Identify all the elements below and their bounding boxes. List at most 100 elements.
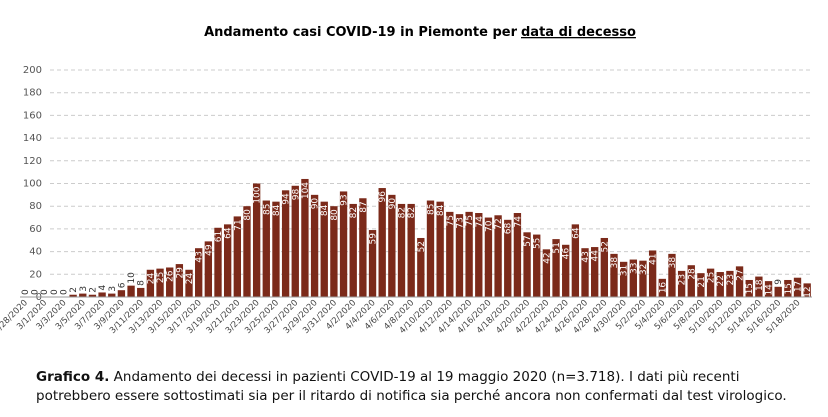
y-tick-label: 200 bbox=[23, 65, 42, 76]
bar bbox=[233, 216, 241, 297]
data-label: 55 bbox=[533, 238, 543, 249]
data-label: 12 bbox=[803, 286, 813, 297]
data-label: 2 bbox=[69, 287, 79, 293]
bar bbox=[79, 293, 87, 297]
data-label: 10 bbox=[127, 272, 137, 284]
bar bbox=[320, 201, 328, 297]
data-label: 71 bbox=[233, 219, 243, 230]
y-tick-label: 60 bbox=[29, 224, 42, 235]
y-tick-label: 80 bbox=[29, 201, 42, 212]
data-label: 0 bbox=[30, 289, 40, 295]
data-label: 49 bbox=[204, 244, 214, 256]
bar bbox=[465, 211, 473, 297]
bar bbox=[272, 201, 280, 297]
bar bbox=[735, 266, 744, 297]
bar bbox=[774, 286, 782, 297]
data-label: 38 bbox=[668, 257, 678, 269]
data-label: 2 bbox=[88, 287, 98, 293]
bar bbox=[291, 185, 299, 297]
data-label: 74 bbox=[475, 216, 485, 228]
data-label: 3 bbox=[79, 286, 89, 292]
bar bbox=[195, 248, 203, 297]
bar bbox=[484, 217, 493, 297]
data-label: 70 bbox=[484, 220, 494, 232]
bar bbox=[793, 277, 802, 297]
bar bbox=[716, 272, 724, 297]
data-label: 0 bbox=[40, 289, 50, 295]
bar bbox=[803, 283, 811, 297]
bar bbox=[156, 268, 164, 297]
data-label: 6 bbox=[117, 282, 127, 288]
data-label: 82 bbox=[349, 207, 359, 218]
y-tick-label: 100 bbox=[23, 179, 42, 190]
bar bbox=[339, 191, 348, 297]
data-label: 25 bbox=[156, 272, 166, 283]
bar bbox=[359, 198, 367, 297]
data-label: 8 bbox=[137, 280, 147, 286]
data-label: 18 bbox=[755, 279, 765, 291]
data-label: 84 bbox=[272, 204, 282, 216]
data-label: 52 bbox=[417, 241, 427, 252]
data-label: 43 bbox=[195, 251, 205, 262]
data-label: 33 bbox=[629, 263, 639, 274]
bar bbox=[204, 241, 213, 297]
data-label: 75 bbox=[465, 215, 475, 226]
bar bbox=[494, 215, 502, 297]
bar bbox=[455, 214, 464, 297]
bar bbox=[504, 219, 512, 297]
data-label: 28 bbox=[687, 268, 697, 280]
data-label: 17 bbox=[794, 281, 804, 292]
bar bbox=[281, 190, 290, 297]
data-label: 57 bbox=[523, 235, 533, 246]
data-label: 82 bbox=[407, 207, 417, 218]
bar bbox=[127, 285, 135, 297]
data-label: 98 bbox=[291, 188, 301, 200]
data-label: 24 bbox=[185, 272, 195, 284]
bar bbox=[542, 249, 551, 297]
data-label: 87 bbox=[359, 201, 369, 212]
data-label: 41 bbox=[649, 253, 659, 264]
data-label: 3 bbox=[108, 286, 118, 292]
bar bbox=[706, 268, 715, 297]
data-label: 32 bbox=[639, 264, 649, 275]
bar bbox=[436, 201, 444, 297]
data-label: 15 bbox=[745, 283, 755, 294]
bar bbox=[388, 194, 396, 297]
data-label: 64 bbox=[571, 227, 581, 239]
bar bbox=[552, 239, 560, 297]
bar bbox=[600, 237, 609, 297]
data-label: 44 bbox=[591, 250, 601, 262]
bar bbox=[764, 281, 773, 297]
bar bbox=[417, 237, 425, 297]
bar bbox=[571, 224, 580, 297]
bar bbox=[648, 250, 657, 297]
data-label: 31 bbox=[620, 265, 630, 276]
bar bbox=[533, 234, 541, 297]
y-tick-label: 160 bbox=[23, 110, 42, 121]
data-label: 23 bbox=[726, 274, 736, 285]
caption: Grafico 4. Andamento dei decessi in pazi… bbox=[36, 368, 816, 406]
bar bbox=[513, 213, 522, 297]
data-label: 46 bbox=[562, 248, 572, 260]
data-label: 4 bbox=[98, 284, 108, 290]
bar bbox=[98, 292, 106, 297]
data-label: 38 bbox=[610, 257, 620, 269]
y-tick-label: 120 bbox=[23, 156, 42, 167]
bar bbox=[378, 188, 386, 297]
data-label: 68 bbox=[504, 223, 514, 235]
data-label: 9 bbox=[774, 279, 784, 285]
bar bbox=[117, 290, 126, 297]
bar bbox=[243, 206, 251, 297]
data-label: 72 bbox=[494, 218, 504, 229]
data-label: 61 bbox=[214, 231, 224, 242]
bar bbox=[223, 224, 232, 297]
bar bbox=[619, 261, 628, 297]
bar bbox=[88, 294, 97, 297]
bar bbox=[629, 259, 637, 297]
data-label: 85 bbox=[262, 204, 272, 215]
y-tick-label: 180 bbox=[23, 88, 42, 99]
bar bbox=[581, 248, 589, 297]
caption-text: Andamento dei decessi in pazienti COVID-… bbox=[36, 369, 787, 404]
bar bbox=[252, 183, 261, 297]
